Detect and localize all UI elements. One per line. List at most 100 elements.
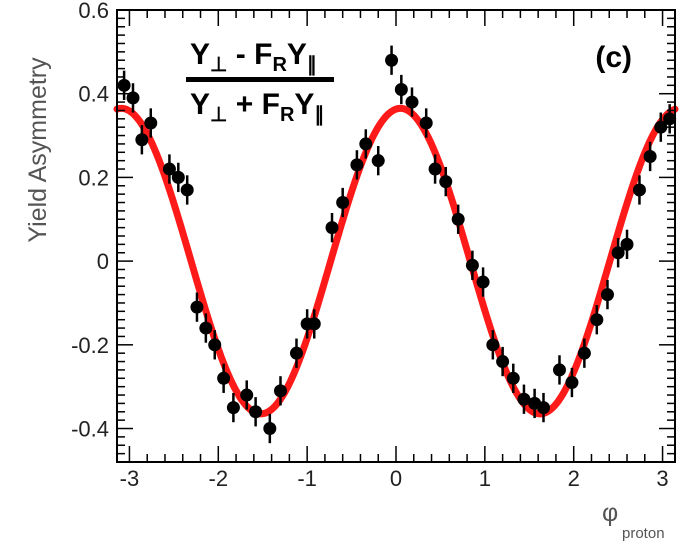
data-marker <box>171 170 185 184</box>
data-points-layer <box>117 45 677 444</box>
data-point <box>371 146 385 176</box>
formula-denominator-part: ∥ <box>314 104 324 126</box>
data-marker <box>190 300 204 314</box>
data-point <box>135 125 149 155</box>
data-point <box>336 187 350 218</box>
data-point <box>394 74 408 105</box>
data-point <box>199 313 213 343</box>
axes-layer <box>116 9 676 463</box>
data-point <box>577 338 591 368</box>
data-marker <box>126 91 140 105</box>
data-point <box>263 413 277 444</box>
data-marker <box>552 363 566 377</box>
data-marker <box>240 388 254 402</box>
y-tick-label: 0.4 <box>78 82 109 107</box>
data-point <box>171 162 185 193</box>
formula-numerator-part: R <box>272 54 287 76</box>
data-point <box>428 154 442 184</box>
x-tick-label: -2 <box>209 466 229 491</box>
data-marker <box>419 116 433 130</box>
data-point <box>590 305 604 335</box>
data-point <box>289 338 303 368</box>
formula-numerator-part: Y <box>190 38 210 71</box>
data-point <box>405 87 419 117</box>
data-point <box>350 150 364 180</box>
formula-denominator-part: Y <box>294 88 314 121</box>
y-tick-label: 0 <box>97 249 109 274</box>
data-point <box>240 380 254 410</box>
data-point <box>226 392 240 423</box>
y-tick-label: -0.2 <box>71 333 109 358</box>
formula-denominator-part: Y <box>190 88 210 121</box>
data-point <box>643 141 657 172</box>
data-marker <box>620 237 634 251</box>
data-marker <box>199 321 213 335</box>
data-point <box>307 309 321 339</box>
x-axis-label-subscript: proton <box>622 525 665 542</box>
data-point <box>126 83 140 113</box>
y-tick-label: 0.2 <box>78 165 109 190</box>
formula-fraction-bar <box>186 77 334 82</box>
data-point <box>465 250 479 280</box>
data-marker <box>249 405 263 419</box>
data-marker <box>385 53 399 67</box>
data-point <box>486 330 500 360</box>
x-tick-label: 0 <box>390 466 402 491</box>
data-marker <box>632 183 646 197</box>
data-point <box>385 45 399 75</box>
data-point <box>620 229 634 260</box>
data-point <box>180 175 194 205</box>
data-point <box>208 330 222 360</box>
data-marker <box>263 422 277 436</box>
data-point <box>249 397 263 427</box>
panel-label: (c) <box>595 41 632 74</box>
data-point <box>217 363 231 393</box>
data-point <box>190 292 204 322</box>
data-marker <box>162 162 176 176</box>
data-point <box>325 212 339 243</box>
y-tick-label: -0.4 <box>71 417 109 442</box>
data-point <box>451 204 465 234</box>
x-tick-label: 2 <box>568 466 580 491</box>
data-marker <box>496 355 510 369</box>
data-point <box>632 175 646 205</box>
data-marker <box>600 288 614 302</box>
data-marker <box>486 338 500 352</box>
data-point <box>506 363 520 393</box>
data-marker <box>428 162 442 176</box>
data-point <box>273 376 287 406</box>
data-point <box>476 267 490 297</box>
data-point <box>611 238 625 268</box>
data-marker <box>325 221 339 235</box>
formula-numerator-part: ∥ <box>307 54 317 76</box>
data-marker <box>476 275 490 289</box>
data-marker <box>359 137 373 151</box>
data-marker <box>654 120 668 134</box>
data-marker <box>611 246 625 260</box>
data-marker <box>439 175 453 189</box>
formula-numerator-part: Y <box>287 38 307 71</box>
data-marker <box>350 158 364 172</box>
labels-layer: -3 -2 -1 0 1 2 3 -0.4 -0.2 0 0.2 0.4 0.6 Yield Asymme… <box>24 0 669 542</box>
formula-denominator-part: ⊥ <box>210 104 227 126</box>
data-marker <box>517 392 531 406</box>
y-axis-label: Yield Asymmetry <box>24 57 52 243</box>
data-marker <box>180 183 194 197</box>
data-marker <box>506 371 520 385</box>
data-marker <box>226 401 240 415</box>
fit-curve <box>113 104 679 418</box>
data-point <box>517 384 531 414</box>
data-point <box>144 108 158 138</box>
data-point <box>565 367 579 398</box>
fit-curve-layer <box>113 104 679 418</box>
data-point <box>162 154 176 184</box>
data-point <box>359 129 373 159</box>
data-marker <box>371 154 385 168</box>
data-point <box>536 392 550 423</box>
data-marker <box>536 401 550 415</box>
data-marker <box>577 346 591 360</box>
data-marker <box>208 338 222 352</box>
x-tick-label: -3 <box>120 466 140 491</box>
x-tick-label: 1 <box>479 466 491 491</box>
